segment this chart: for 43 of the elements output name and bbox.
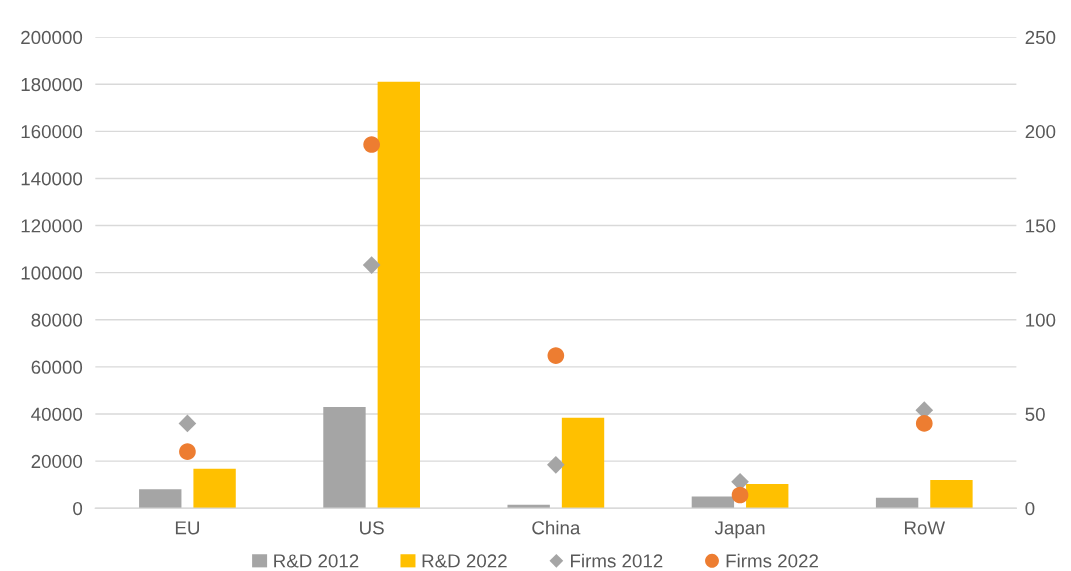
y-tick-label: 0 <box>73 501 83 516</box>
point <box>731 486 749 504</box>
bar <box>323 406 366 509</box>
point <box>362 256 381 274</box>
y2-tick-label: 150 <box>1026 219 1056 233</box>
y-tick-label: 140000 <box>21 172 83 186</box>
y-tick-label: 160000 <box>21 125 83 139</box>
y2-tick-label: 250 <box>1025 30 1056 45</box>
y-tick-label: 200000 <box>21 30 83 45</box>
y-tick-label: 120000 <box>21 219 83 233</box>
bar <box>875 497 919 509</box>
y2-tick-label: 50 <box>1025 407 1045 421</box>
bar <box>561 417 605 509</box>
y-tick-label: 100000 <box>21 266 83 280</box>
point <box>915 415 933 432</box>
x-tick-label: RoW <box>904 521 946 535</box>
y-tick-label: 40000 <box>31 407 83 421</box>
x-tick-label: Japan <box>714 521 765 539</box>
legend-label: R&D 2022 <box>422 554 507 568</box>
y-tick-label: 180000 <box>21 77 83 92</box>
y-tick-label: 60000 <box>31 360 83 374</box>
legend-label: R&D 2012 <box>274 554 359 568</box>
point <box>179 443 196 460</box>
bar <box>193 468 236 509</box>
bar <box>377 81 420 509</box>
x-tick-label: US <box>360 521 384 535</box>
bar <box>746 483 789 509</box>
x-tick-label: China <box>532 520 581 535</box>
legend-label: Firms 2022 <box>726 553 818 568</box>
y2-tick-label: 100 <box>1026 313 1056 327</box>
point <box>178 414 197 433</box>
point <box>547 347 565 364</box>
y-tick-label: 20000 <box>31 454 83 469</box>
x-tick-label: EU <box>175 521 199 535</box>
y-tick-label: 80000 <box>31 313 83 327</box>
bar <box>691 496 735 509</box>
y2-tick-label: 200 <box>1025 125 1056 139</box>
legend-label: Firms 2012 <box>571 553 663 568</box>
y2-tick-label: 0 <box>1025 501 1035 516</box>
bar <box>930 479 973 509</box>
bar <box>139 489 182 509</box>
point <box>363 136 380 153</box>
point <box>547 456 565 474</box>
